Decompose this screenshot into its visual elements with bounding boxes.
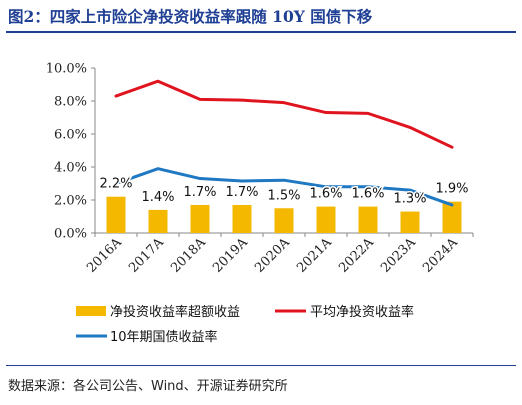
y-tick-label: 0.0% bbox=[54, 227, 87, 242]
figure-title: 图2：四家上市险企净投资收益率跟随 10Y 国债下移 bbox=[8, 7, 373, 26]
bar-data-label: 1.6% bbox=[309, 187, 342, 202]
line-series bbox=[114, 79, 454, 207]
x-tick-label: 2023A bbox=[378, 235, 419, 276]
bar bbox=[400, 211, 420, 233]
x-tick-label: 2022A bbox=[336, 235, 377, 276]
source-note: 数据来源：各公司公告、Wind、开源证券研究所 bbox=[8, 379, 288, 394]
bar-series bbox=[106, 196, 462, 233]
title-rule bbox=[6, 31, 516, 33]
bar-data-label: 1.7% bbox=[183, 185, 216, 200]
bar bbox=[232, 204, 252, 233]
legend-label: 平均净投资收益率 bbox=[310, 304, 414, 320]
bar bbox=[106, 196, 126, 233]
series-line bbox=[114, 79, 454, 149]
y-tick-label: 4.0% bbox=[54, 161, 87, 176]
x-tick-label: 2016A bbox=[84, 235, 125, 276]
bar-data-label: 2.2% bbox=[99, 177, 132, 192]
bar-data-label: 1.5% bbox=[267, 188, 300, 203]
bar bbox=[358, 206, 378, 233]
y-tick-label: 2.0% bbox=[54, 194, 87, 209]
bar bbox=[316, 206, 336, 233]
y-tick-label: 8.0% bbox=[54, 95, 87, 110]
x-tick-label: 2020A bbox=[252, 235, 293, 276]
y-tick-label: 6.0% bbox=[54, 128, 87, 143]
bar-data-label: 1.7% bbox=[225, 185, 258, 200]
legend-label: 10年期国债收益率 bbox=[110, 329, 218, 345]
bar-data-label: 1.6% bbox=[351, 187, 384, 202]
bar bbox=[442, 201, 462, 233]
series-line bbox=[114, 167, 454, 207]
x-tick-label: 2017A bbox=[126, 235, 167, 276]
data-labels: 2.2% 1.4% 1.7% 1.7% 1.5% 1.6% 1.6% 1.3% 1.9% bbox=[98, 175, 470, 208]
x-tick-label: 2024A bbox=[420, 235, 461, 276]
legend-swatch-bar bbox=[76, 306, 106, 316]
chart-axes: 0.0% 2.0% 4.0% 6.0% 8.0% 10.0% 2016A 2017A 2018A… bbox=[46, 62, 474, 276]
x-tick-label: 2018A bbox=[168, 235, 209, 276]
bar bbox=[274, 208, 294, 233]
x-tick-label: 2021A bbox=[294, 235, 335, 276]
y-tick-label: 10.0% bbox=[46, 62, 87, 77]
bar-data-label: 1.4% bbox=[141, 190, 174, 205]
bar-data-label: 1.9% bbox=[435, 182, 468, 197]
bar bbox=[190, 204, 210, 233]
x-tick-label: 2019A bbox=[210, 235, 251, 276]
source-rule bbox=[6, 365, 516, 366]
legend-label: 净投资收益率超额收益 bbox=[110, 304, 240, 320]
bar bbox=[148, 209, 168, 233]
chart: 0.0% 2.0% 4.0% 6.0% 8.0% 10.0% 2016A 2017A 2018A… bbox=[46, 62, 474, 345]
legend: 净投资收益率超额收益 平均净投资收益率 10年期国债收益率 bbox=[76, 304, 414, 345]
bar-data-label: 1.3% bbox=[393, 192, 426, 207]
